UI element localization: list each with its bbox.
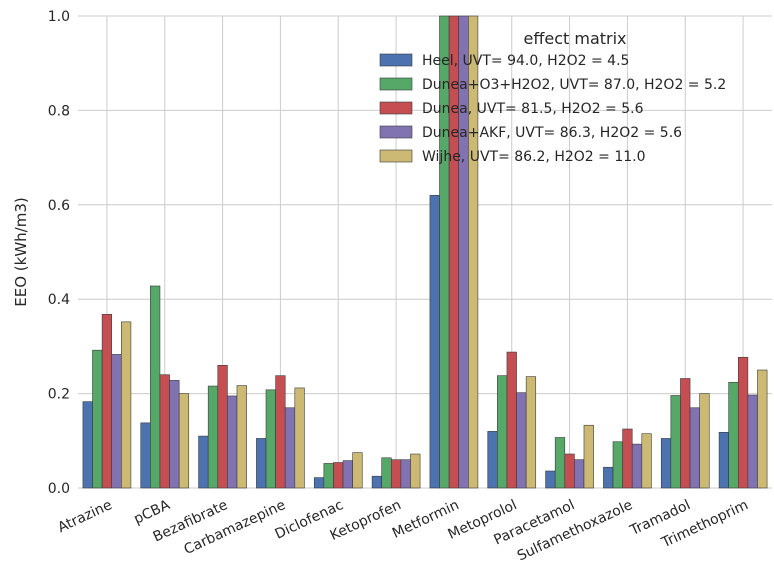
bar-sulfamethoxazole-series-5 <box>641 433 652 489</box>
bar-pcba-series-2 <box>150 285 161 489</box>
bar-metoprolol-series-1 <box>487 431 498 489</box>
y-axis-ticks: 0.0 0.2 0.4 0.6 0.8 1.0 <box>48 9 70 497</box>
bar-sulfamethoxazole-series-2 <box>612 441 623 489</box>
bar-bezafibrate-series-2 <box>207 385 219 489</box>
bar-paracetamol-series-4 <box>574 459 585 489</box>
bar-paracetamol-series-5 <box>583 424 594 489</box>
y-axis-label: EEO (kWh/m3) <box>12 197 30 306</box>
bar-atrazine-series-1 <box>82 401 93 489</box>
bar-bezafibrate-series-5 <box>236 385 247 489</box>
bar-carbamazepine-series-2 <box>265 389 276 489</box>
bar-carbamazepine-series-3 <box>275 375 286 489</box>
bar-carbamazepine-series-1 <box>256 438 267 489</box>
bar-sulfamethoxazole-series-1 <box>603 466 614 489</box>
bar-carbamazepine-series-4 <box>284 407 296 489</box>
bar-atrazine-series-2 <box>92 349 103 489</box>
bar-diclofenac-series-3 <box>333 462 344 489</box>
bar-bezafibrate-series-4 <box>227 395 238 489</box>
bar-series <box>82 15 768 489</box>
bar-metoprolol-series-5 <box>525 376 537 489</box>
bar-sulfamethoxazole-series-3 <box>622 428 633 489</box>
legend-entry: Wijhe, UVT= 86.2, H2O2 = 11.0 <box>422 149 646 165</box>
bar-trimethoprim-series-1 <box>718 432 729 489</box>
bar-diclofenac-series-2 <box>323 463 334 489</box>
bar-diclofenac-series-4 <box>342 460 353 489</box>
legend-swatch <box>379 77 413 91</box>
y-tick-label: 0.2 <box>48 387 70 403</box>
bar-diclofenac-series-1 <box>313 477 325 489</box>
bar-metformin-series-1 <box>429 195 440 489</box>
bar-trimethoprim-series-5 <box>757 369 768 489</box>
bar-pcba-series-1 <box>140 422 151 489</box>
bar-paracetamol-series-3 <box>564 453 575 489</box>
bar-ketoprofen-series-2 <box>381 457 392 489</box>
bar-pcba-series-4 <box>169 380 180 489</box>
bar-atrazine-series-5 <box>121 321 132 489</box>
bar-ketoprofen-series-1 <box>371 475 382 489</box>
bar-metoprolol-series-4 <box>516 392 527 489</box>
legend-entry: Dunea+O3+H2O2, UVT= 87.0, H2O2 = 5.2 <box>422 77 726 93</box>
legend-swatch <box>379 101 413 115</box>
bar-bezafibrate-series-1 <box>198 435 209 489</box>
legend-entry: Dunea+AKF, UVT= 86.3, H2O2 = 5.6 <box>422 125 682 141</box>
bar-tramadol-series-5 <box>699 393 710 489</box>
bar-sulfamethoxazole-series-4 <box>631 443 643 489</box>
bar-diclofenac-series-5 <box>352 452 363 489</box>
legend: effect matrix Heel, UVT= 94.0, H2O2 = 4.… <box>379 29 726 165</box>
bar-ketoprofen-series-5 <box>410 453 421 489</box>
bar-metoprolol-series-2 <box>497 375 508 489</box>
bar-ketoprofen-series-3 <box>390 459 402 489</box>
bar-ketoprofen-series-4 <box>400 459 411 489</box>
legend-swatch <box>379 125 413 139</box>
y-tick-label: 0.8 <box>48 103 70 119</box>
bar-bezafibrate-series-3 <box>217 364 228 489</box>
legend-entry: Dunea, UVT= 81.5, H2O2 = 5.6 <box>422 101 644 117</box>
bar-pcba-series-3 <box>159 374 170 489</box>
x-tick-label: Atrazine <box>55 497 114 536</box>
bar-paracetamol-series-2 <box>554 437 566 489</box>
bar-pcba-series-5 <box>178 393 190 489</box>
bar-atrazine-series-3 <box>101 314 113 489</box>
bar-trimethoprim-series-3 <box>737 356 749 489</box>
bar-trimethoprim-series-2 <box>728 381 739 489</box>
legend-swatch <box>379 53 413 67</box>
y-tick-label: 0.4 <box>48 292 70 308</box>
y-tick-label: 0.6 <box>48 198 70 214</box>
bar-trimethoprim-series-4 <box>747 394 758 489</box>
y-tick-label: 1.0 <box>48 9 70 25</box>
bar-metoprolol-series-3 <box>506 351 517 489</box>
legend-swatch <box>379 149 413 163</box>
bar-tramadol-series-3 <box>680 378 691 489</box>
bar-tramadol-series-1 <box>660 438 672 489</box>
legend-title: effect matrix <box>523 29 626 48</box>
bar-metformin-series-5 <box>468 15 479 489</box>
bar-tramadol-series-4 <box>689 407 700 489</box>
bar-tramadol-series-2 <box>670 395 681 489</box>
x-axis-ticks: Atrazine pCBABezafibrateCarbamazepineDicl… <box>55 497 750 565</box>
bar-carbamazepine-series-5 <box>294 387 305 489</box>
bar-paracetamol-series-1 <box>545 470 556 489</box>
bar-atrazine-series-4 <box>111 354 122 489</box>
legend-entry: Heel, UVT= 94.0, H2O2 = 4.5 <box>422 53 629 69</box>
y-tick-label: 0.0 <box>48 481 70 497</box>
